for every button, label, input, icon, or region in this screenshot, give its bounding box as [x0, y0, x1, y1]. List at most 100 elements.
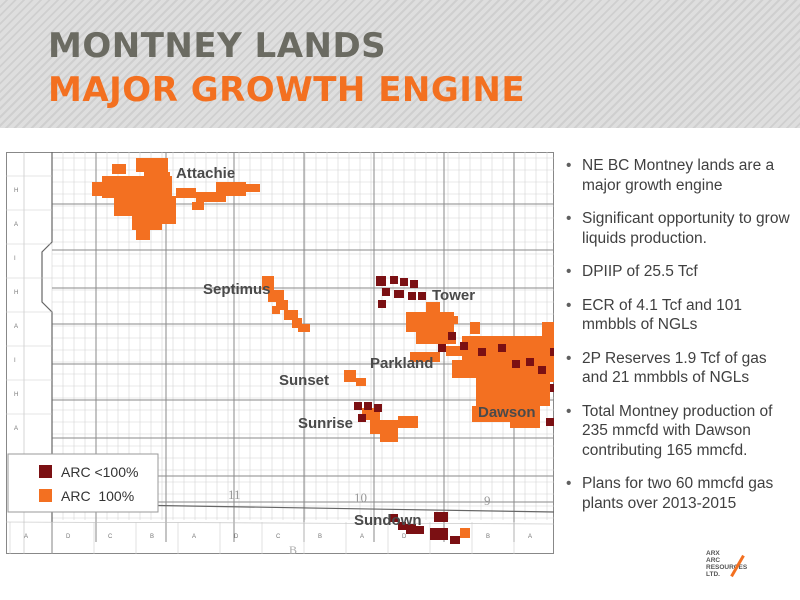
parcel-partial	[394, 290, 404, 298]
header-band: MONTNEY LANDS MAJOR GROWTH ENGINE	[0, 0, 800, 128]
bullet-item: 2P Reserves 1.9 Tcf of gas and 21 mmbbls…	[566, 349, 794, 388]
label-sundown: Sundown	[354, 512, 422, 529]
grid-letter: H	[14, 290, 18, 296]
parcel-partial	[400, 278, 408, 286]
parcel-dawson-area	[472, 406, 522, 422]
parcel-partial	[390, 276, 398, 284]
parcel-sundown-partial	[434, 512, 448, 522]
bullet-item: ECR of 4.1 Tcf and 101 mmbbls of NGLs	[566, 296, 794, 335]
label-sunset: Sunset	[279, 372, 329, 389]
parcel-partial	[382, 288, 390, 296]
grid-letter: A	[14, 222, 18, 228]
grid-letter: C	[276, 534, 281, 540]
legend-box	[7, 453, 159, 513]
legend-label-partial: ARC <100%	[61, 464, 138, 480]
parcel-septimus	[272, 306, 280, 314]
parcel-partial	[354, 402, 362, 410]
parcel-partial	[378, 300, 386, 308]
grid-letter: H	[14, 188, 18, 194]
grid-letter: B	[486, 534, 490, 540]
parcel-partial	[546, 418, 554, 426]
grid-letter: B	[150, 534, 154, 540]
parcel-attachie	[102, 176, 172, 198]
parcel-attachie	[136, 230, 150, 240]
grid-letter: D	[66, 534, 71, 540]
grid-letter: D	[402, 534, 407, 540]
parcel-attachie	[112, 164, 126, 174]
parcel-sundown	[460, 528, 470, 538]
parcel-partial	[550, 348, 554, 356]
parcel-sunrise	[370, 420, 398, 434]
parcel-sundown-partial	[390, 514, 398, 522]
label-attachie: Attachie	[176, 165, 235, 182]
label-parkland: Parkland	[370, 355, 433, 372]
logo-text: ARX ARC RESOURCES LTD.	[706, 550, 748, 578]
parcel-septimus	[298, 324, 310, 332]
label-tower: Tower	[432, 287, 475, 304]
boundary-line	[41, 152, 53, 554]
parcel-attachie	[176, 188, 196, 198]
parcel-attachie	[132, 214, 162, 230]
parcel-dawson-area	[452, 360, 492, 378]
parcel-dawson-area	[542, 322, 554, 342]
parcel-partial	[448, 332, 456, 340]
parcel-partial	[374, 404, 382, 412]
grid-letter: B	[318, 534, 322, 540]
parcel-sunset	[356, 378, 366, 386]
grid-letter: A	[528, 534, 532, 540]
label-dawson: Dawson	[478, 404, 536, 421]
parcel-sunset	[344, 370, 356, 382]
parcel-sundown-partial	[430, 528, 448, 540]
parcel-dawson-area	[446, 316, 458, 324]
grid-letter: I	[14, 358, 16, 364]
parcel-attachie	[136, 158, 168, 172]
legend-swatch-full	[39, 489, 52, 502]
grid-numbers: 11 10 9	[228, 487, 491, 508]
parcel-partial	[478, 348, 486, 356]
parcel-septimus	[262, 276, 274, 290]
parcel-dawson-area	[410, 352, 440, 362]
bullet-item: Total Montney production of 235 mmcfd wi…	[566, 402, 794, 461]
parcel-dawson-area	[406, 312, 454, 332]
parcel-sundown-partial	[416, 526, 424, 534]
grid-letter: H	[14, 392, 18, 398]
bullet-item: NE BC Montney lands are a major growth e…	[566, 156, 794, 195]
label-septimus: Septimus	[203, 281, 271, 298]
parcel-partial	[512, 360, 520, 368]
parcel-septimus	[268, 290, 284, 302]
parcel-septimus	[284, 310, 298, 320]
parcel-partial	[358, 414, 366, 422]
parcel-partial	[376, 276, 386, 286]
parcel-attachie	[162, 216, 176, 224]
parcel-attachie	[246, 184, 260, 192]
parcel-partial	[538, 366, 546, 374]
parcel-sundown-partial	[450, 536, 460, 544]
legend-swatch-partial	[39, 465, 52, 478]
parcel-attachie	[192, 202, 204, 210]
parcel-partial	[408, 292, 416, 300]
parcel-sundown-partial	[406, 524, 416, 534]
grid-letter: C	[108, 534, 113, 540]
parcel-partial	[364, 402, 372, 410]
bullet-item: Significant opportunity to grow liquids …	[566, 209, 794, 248]
grid-line	[6, 521, 554, 525]
land-parcels	[92, 158, 554, 544]
parcel-septimus	[276, 300, 288, 310]
grid-letter: A	[14, 426, 18, 432]
legend-label-full: ARC 100%	[61, 488, 134, 504]
parcel-septimus	[292, 318, 302, 328]
map-legend: ARC <100% ARC 100%	[7, 453, 159, 513]
label-sunrise: Sunrise	[298, 415, 353, 432]
parcel-partial	[498, 344, 506, 352]
parcel-partial	[526, 358, 534, 366]
parcel-dawson-area	[416, 332, 456, 344]
parcel-partial	[418, 292, 426, 300]
parcel-attachie	[114, 196, 176, 216]
grid-letter: A	[14, 324, 18, 330]
grid-letter: A	[24, 534, 28, 540]
parcel-attachie	[216, 182, 246, 196]
parcel-attachie	[92, 182, 110, 196]
bullet-item: Plans for two 60 mmcfd gas plants over 2…	[566, 474, 794, 513]
